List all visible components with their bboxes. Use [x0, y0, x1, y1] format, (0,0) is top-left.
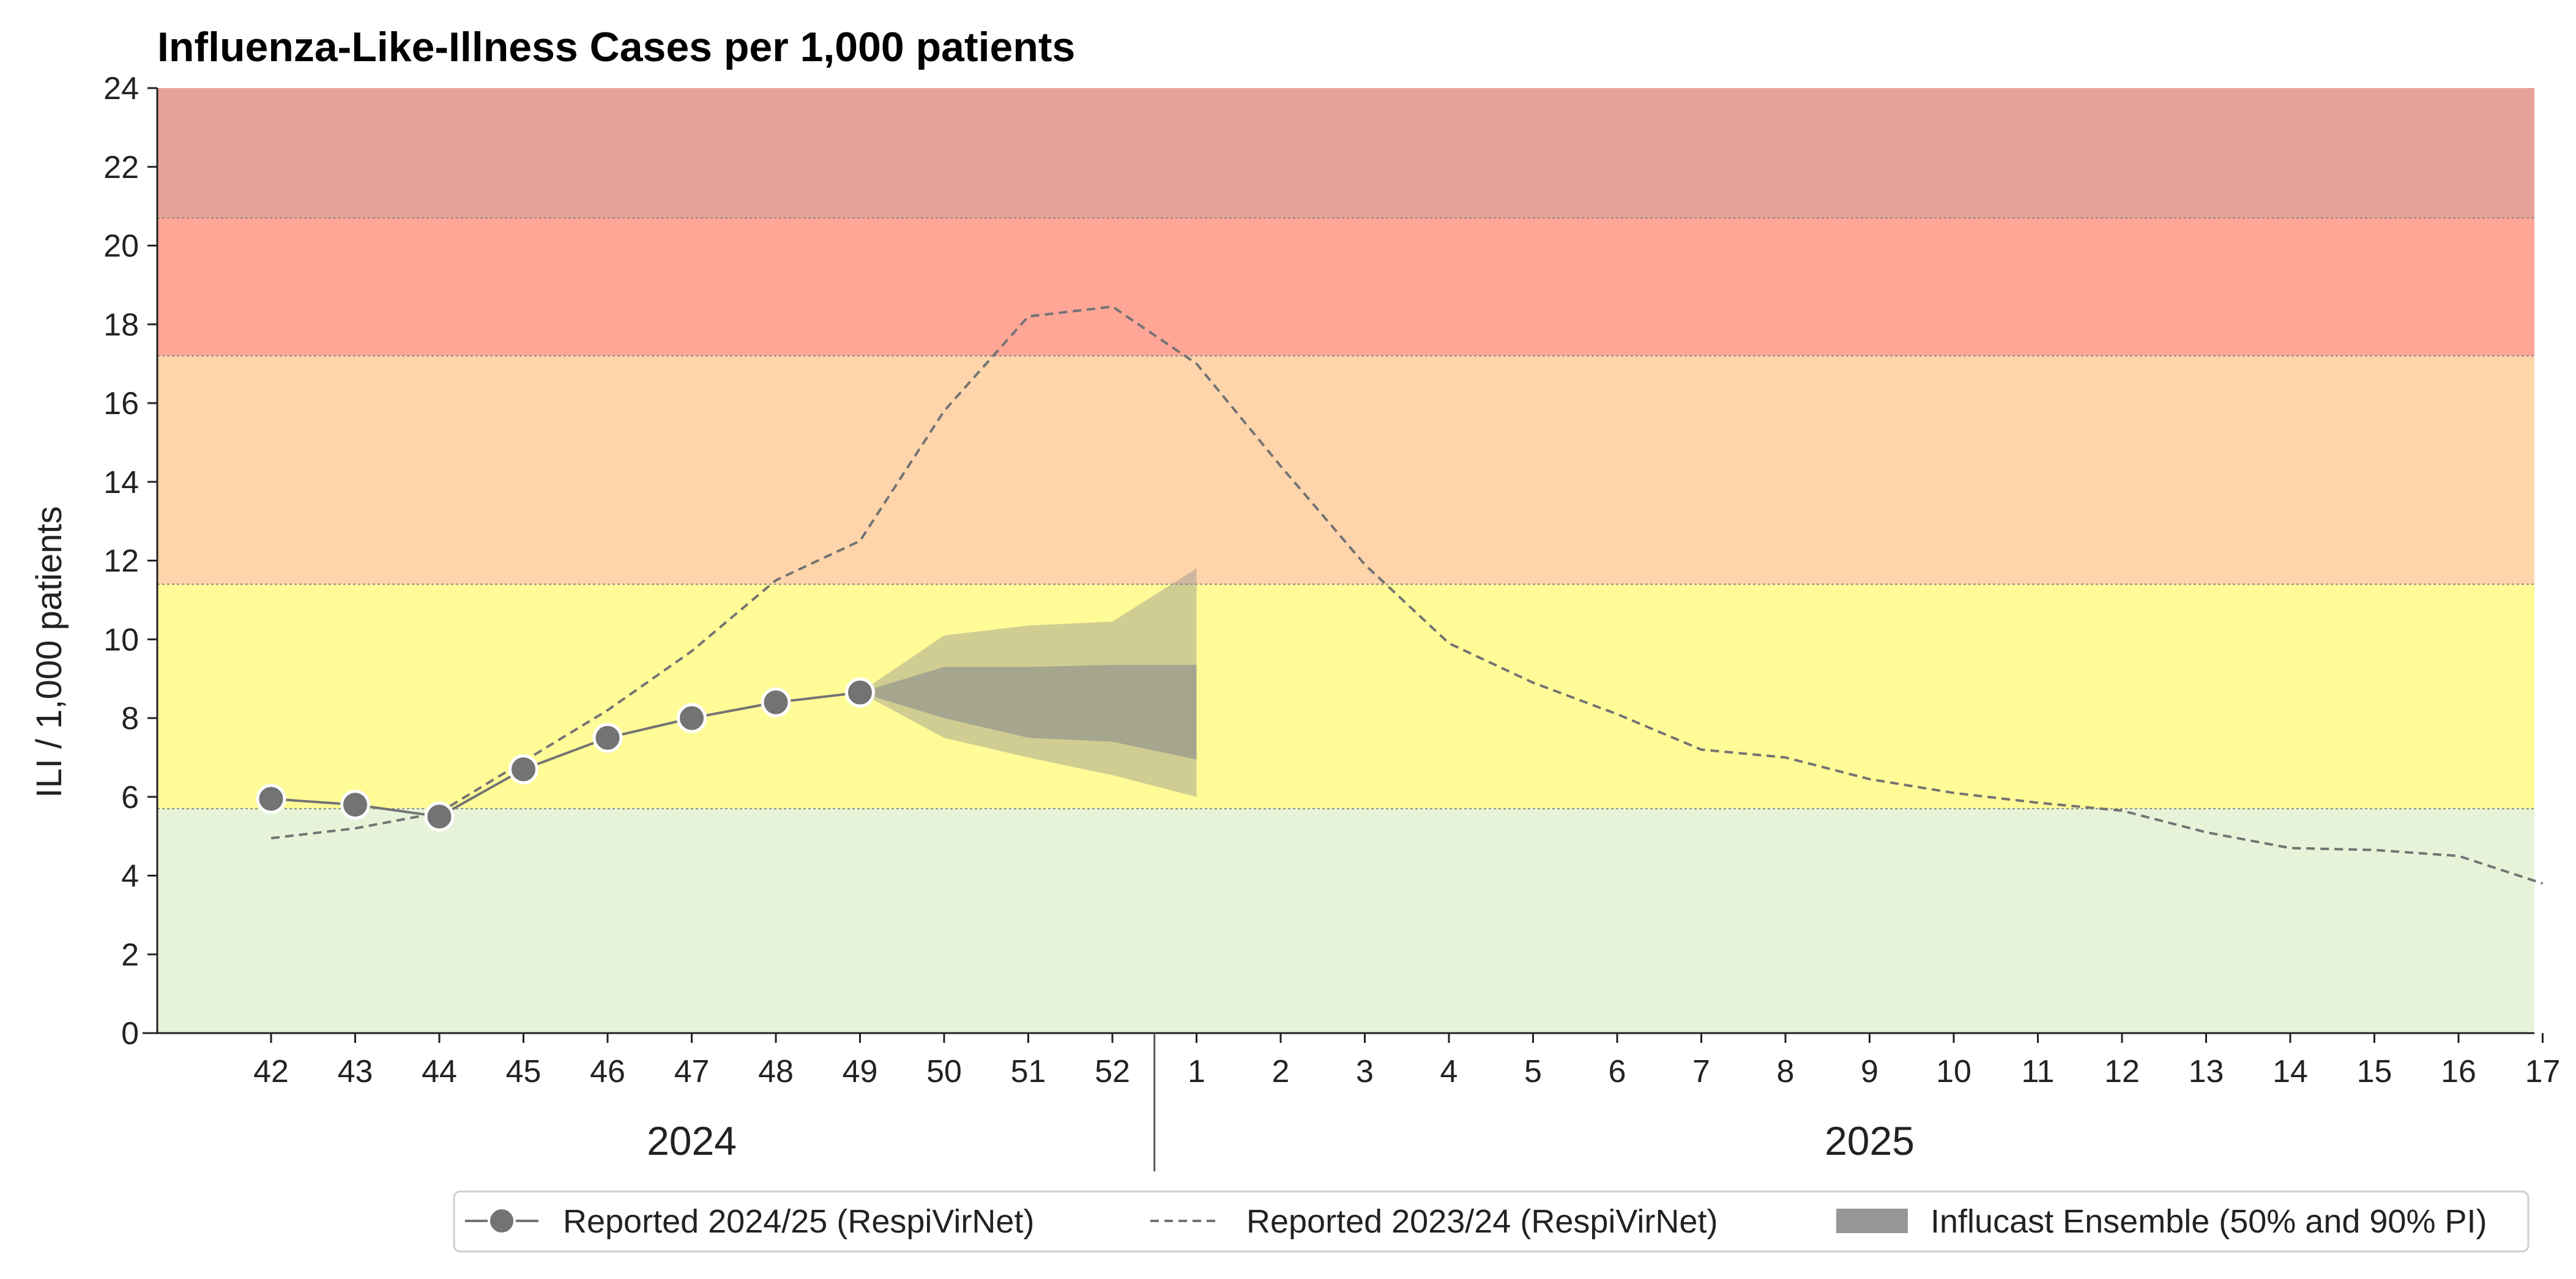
threshold-bands: [157, 88, 2534, 1033]
x-tick-label: 43: [338, 1054, 373, 1089]
x-tick-label: 42: [253, 1054, 289, 1089]
y-axis-label: ILI / 1,000 patients: [29, 506, 69, 798]
threshold-band-4: [157, 88, 2534, 218]
x-tick-label: 45: [506, 1054, 542, 1089]
x-tick-label: 4: [1440, 1054, 1458, 1089]
x-tick-label: 46: [590, 1054, 625, 1089]
x-tick-label: 10: [1936, 1054, 1971, 1089]
y-tick-label: 16: [103, 386, 139, 421]
threshold-band-0: [157, 809, 2534, 1033]
data-point: [508, 754, 538, 785]
x-tick-label: 15: [2357, 1054, 2392, 1089]
y-tick-label: 4: [121, 859, 139, 894]
y-tick-label: 14: [103, 465, 139, 500]
x-tick-label: 16: [2441, 1054, 2476, 1089]
threshold-band-3: [157, 218, 2534, 356]
legend-label: Reported 2024/25 (RespiVirNet): [563, 1203, 1034, 1240]
y-tick-label: 10: [103, 622, 139, 658]
x-tick-label: 44: [422, 1054, 457, 1089]
x-tick-label: 47: [674, 1054, 710, 1089]
x-tick-label: 12: [2104, 1054, 2140, 1089]
x-tick-label: 50: [926, 1054, 962, 1089]
y-tick-label: 22: [103, 150, 139, 185]
x-tick-label: 13: [2189, 1054, 2224, 1089]
year-label: 2025: [1825, 1118, 1915, 1163]
x-tick-label: 8: [1777, 1054, 1795, 1089]
y-tick-label: 18: [103, 307, 139, 343]
x-tick-label: 49: [843, 1054, 878, 1089]
x-tick-label: 48: [758, 1054, 794, 1089]
data-point: [340, 790, 370, 820]
series-lines: [256, 305, 2544, 885]
legend: Reported 2024/25 (RespiVirNet) Reported 2…: [453, 1190, 2529, 1253]
x-tick-label: 52: [1095, 1054, 1130, 1089]
x-tick-label: 2: [1272, 1054, 1290, 1089]
x-tick-label: 9: [1861, 1054, 1878, 1089]
threshold-band-2: [157, 355, 2534, 585]
legend-marker-reported-2024-25: [488, 1207, 516, 1235]
forecast-bands: [860, 568, 1197, 797]
x-tick-label: 5: [1524, 1054, 1542, 1089]
data-point: [256, 784, 286, 814]
y-tick-label: 12: [103, 544, 139, 579]
x-tick-label: 3: [1356, 1054, 1374, 1089]
threshold-band-1: [157, 584, 2534, 809]
data-point: [424, 801, 455, 832]
x-tick-label: 7: [1692, 1054, 1710, 1089]
chart-title: Influenza-Like-Illness Cases per 1,000 p…: [157, 24, 1075, 70]
y-tick-label: 24: [103, 71, 139, 106]
data-point: [677, 703, 707, 733]
legend-label: Influcast Ensemble (50% and 90% PI): [1930, 1203, 2487, 1240]
x-tick-label: 51: [1011, 1054, 1046, 1089]
forecast-pi50-band: [860, 665, 1197, 760]
x-tick-label: 1: [1188, 1054, 1205, 1089]
data-point: [592, 722, 623, 753]
data-point: [761, 687, 791, 717]
y-tick-label: 0: [121, 1016, 139, 1051]
y-tick-label: 20: [103, 229, 139, 264]
year-label: 2024: [647, 1118, 737, 1163]
legend-box: [453, 1190, 2529, 1253]
y-tick-label: 2: [121, 937, 139, 973]
y-tick-label: 6: [121, 780, 139, 815]
legend-swatch-influcast: [1836, 1209, 1908, 1233]
legend-label: Reported 2023/24 (RespiVirNet): [1246, 1203, 1718, 1240]
data-point: [845, 677, 875, 708]
x-tick-label: 17: [2525, 1054, 2561, 1089]
x-tick-label: 6: [1609, 1054, 1626, 1089]
x-tick-label: 14: [2273, 1054, 2308, 1089]
x-tick-label: 11: [2022, 1054, 2055, 1089]
y-tick-label: 8: [121, 701, 139, 736]
